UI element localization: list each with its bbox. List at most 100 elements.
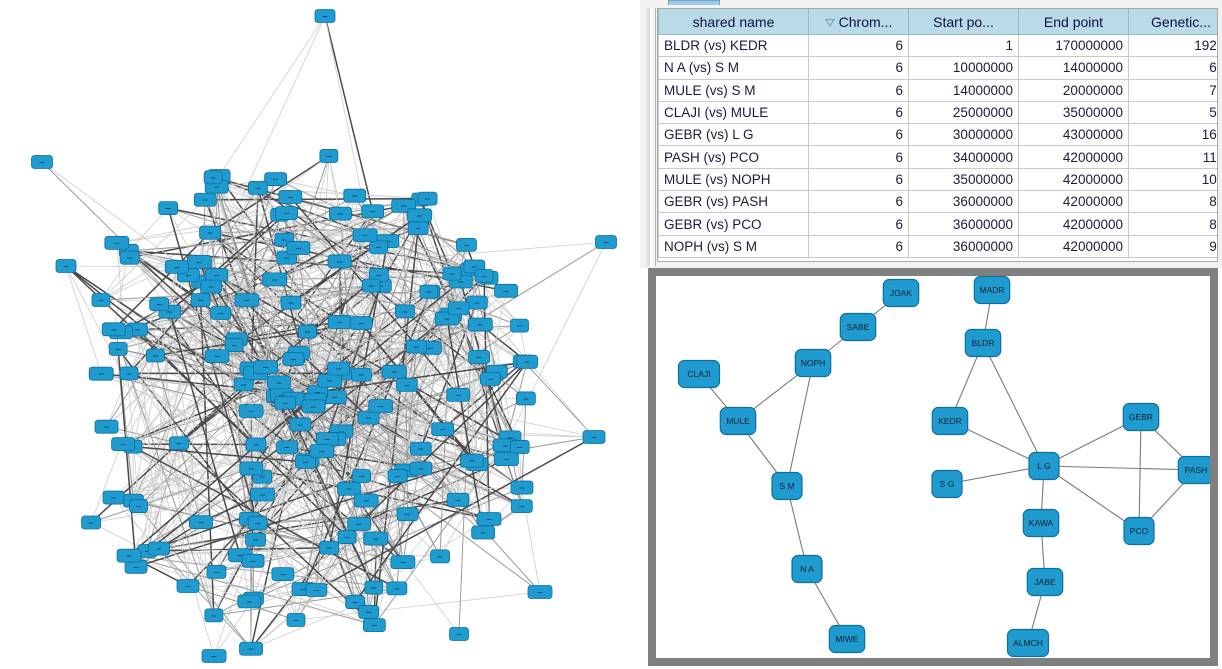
big-network-node[interactable]: ••••	[271, 567, 295, 582]
big-network-node[interactable]: ••••	[295, 455, 316, 469]
big-network-node[interactable]: ••••	[527, 585, 553, 599]
big-network-node[interactable]: ••••	[305, 583, 328, 597]
subnetwork-node[interactable]: L G	[1028, 451, 1060, 481]
big-network-node[interactable]: ••••	[468, 350, 491, 364]
big-network-edge[interactable]	[213, 555, 241, 616]
column-header-genetic[interactable]: Genetic...	[1128, 9, 1217, 35]
big-network-edge[interactable]	[250, 424, 302, 649]
big-network-edge[interactable]	[216, 302, 292, 573]
big-network-node[interactable]: ••••	[396, 507, 419, 522]
big-network-edge[interactable]	[203, 15, 326, 282]
big-network-node[interactable]: ••••	[210, 306, 232, 320]
big-network-edge[interactable]	[341, 430, 473, 462]
cell-start-point[interactable]: 35000000	[908, 167, 1019, 192]
big-network-edge[interactable]	[387, 240, 432, 293]
big-network-node[interactable]: ••••	[368, 399, 394, 413]
big-network-node[interactable]: ••••	[390, 555, 416, 570]
big-network-node[interactable]: ••••	[430, 549, 450, 564]
cell-chromosome[interactable]: 6	[808, 234, 909, 258]
big-network-node[interactable]: ••••	[515, 391, 536, 406]
cell-shared-name[interactable]: N A (vs) S M	[658, 56, 809, 80]
big-network-node[interactable]: ••••	[471, 525, 496, 540]
big-network-edge[interactable]	[307, 459, 490, 520]
subnetwork-node[interactable]: SABE	[839, 312, 877, 342]
cell-start-point[interactable]: 30000000	[908, 123, 1019, 147]
subnetwork-edge[interactable]	[982, 342, 1045, 467]
big-network-edge[interactable]	[446, 318, 459, 500]
big-network-edge[interactable]	[128, 275, 189, 374]
big-network-node[interactable]: ••••	[352, 469, 372, 483]
big-network-node[interactable]: ••••	[31, 155, 53, 169]
subnetwork-panel[interactable]: CLAJI MULE NOPH SABE JOAK S M N A MIWE MADR BLDR K…	[648, 268, 1218, 666]
big-network-node[interactable]: ••••	[205, 268, 229, 282]
big-network-edge[interactable]	[205, 199, 340, 262]
big-network-edge[interactable]	[403, 205, 408, 385]
big-network-node[interactable]: ••••	[314, 9, 336, 23]
big-network-edge[interactable]	[358, 460, 473, 525]
big-network-node[interactable]: ••••	[364, 580, 384, 595]
big-network-edge[interactable]	[159, 548, 441, 557]
big-network-node[interactable]: ••••	[405, 339, 427, 354]
big-network-node[interactable]: ••••	[111, 437, 135, 452]
big-network-edge[interactable]	[250, 587, 398, 650]
big-network-edge[interactable]	[154, 355, 215, 616]
big-network-node[interactable]: ••••	[509, 440, 530, 454]
big-network-node[interactable]: ••••	[329, 206, 352, 221]
big-network-node[interactable]: ••••	[449, 627, 469, 641]
big-network-edge[interactable]	[128, 250, 235, 346]
big-network-edge[interactable]	[169, 214, 281, 313]
big-network-node[interactable]: ••••	[282, 352, 305, 366]
big-network-node[interactable]: ••••	[407, 208, 432, 223]
big-network-node[interactable]: ••••	[116, 548, 142, 563]
big-network-edge[interactable]	[277, 274, 380, 397]
big-network-edge[interactable]	[205, 197, 428, 201]
cell-chromosome[interactable]: 6	[808, 33, 909, 58]
big-network-edge[interactable]	[476, 302, 490, 520]
big-network-node[interactable]: ••••	[203, 170, 223, 185]
big-network-edge[interactable]	[106, 426, 377, 539]
cell-genetic[interactable]: 9.9	[1128, 234, 1217, 258]
big-network-node[interactable]: ••••	[460, 453, 484, 468]
cell-start-point[interactable]: 10000000	[908, 56, 1019, 80]
big-network-node[interactable]: ••••	[369, 240, 389, 255]
big-network-edge[interactable]	[338, 368, 441, 557]
subnetwork-edge[interactable]	[1043, 465, 1140, 532]
big-network-edge[interactable]	[483, 275, 490, 520]
cell-chromosome[interactable]: 6	[808, 145, 909, 169]
big-network-node[interactable]: ••••	[409, 461, 433, 476]
big-network-node[interactable]: ••••	[176, 579, 200, 593]
big-network-edge[interactable]	[286, 447, 375, 588]
big-network-edge[interactable]	[282, 574, 297, 621]
big-network-node[interactable]: ••••	[250, 487, 275, 502]
big-network-edge[interactable]	[169, 311, 335, 398]
cell-shared-name[interactable]: GEBR (vs) PCO	[658, 212, 809, 236]
subnetwork-edge[interactable]	[786, 362, 814, 487]
big-network-node[interactable]: ••••	[409, 441, 432, 456]
big-network-node[interactable]: ••••	[129, 499, 148, 513]
big-network-node[interactable]: ••••	[94, 419, 119, 434]
big-network-node[interactable]: ••••	[395, 304, 415, 319]
big-network-node[interactable]: ••••	[298, 324, 317, 339]
big-network-edge[interactable]	[442, 360, 525, 430]
subnetwork-node[interactable]: N A	[791, 554, 823, 584]
big-network-edge[interactable]	[262, 494, 284, 575]
big-network-node[interactable]: ••••	[149, 297, 170, 311]
big-network-edge[interactable]	[135, 459, 473, 568]
subnetwork-edge[interactable]	[946, 465, 1045, 485]
big-network-edge[interactable]	[216, 179, 277, 357]
big-network-edge[interactable]	[118, 285, 381, 350]
big-network-edge[interactable]	[307, 460, 317, 591]
big-network-edge[interactable]	[65, 265, 102, 374]
big-network-edge[interactable]	[100, 285, 381, 301]
big-network-edge[interactable]	[290, 214, 420, 304]
cell-genetic[interactable]: 8.4	[1128, 212, 1217, 236]
big-network-edge[interactable]	[373, 513, 408, 588]
big-network-node[interactable]: ••••	[245, 532, 266, 547]
big-network-node[interactable]: ••••	[104, 235, 130, 250]
big-network-edge[interactable]	[460, 281, 520, 326]
cell-start-point[interactable]: 25000000	[908, 100, 1019, 125]
subnetwork-node[interactable]: ALMCH	[1006, 628, 1050, 658]
big-network-node[interactable]: ••••	[337, 481, 361, 496]
big-network-node[interactable]: ••••	[494, 452, 519, 466]
